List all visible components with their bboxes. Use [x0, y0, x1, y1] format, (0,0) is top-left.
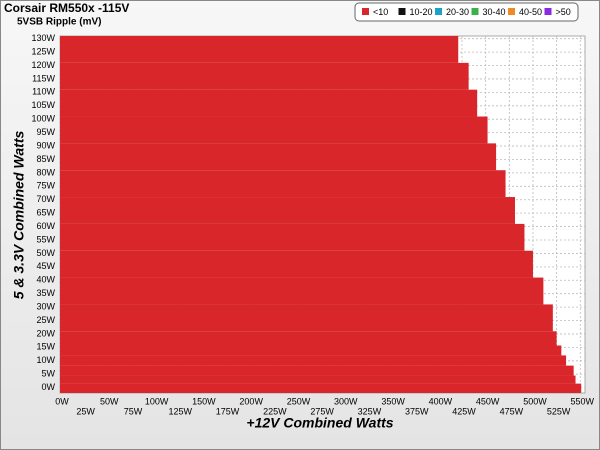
y-tick-label: 50W [36, 248, 55, 258]
y-tick-label: 80W [36, 167, 55, 177]
ripple-region [60, 331, 557, 346]
x-tick-label: 200W [239, 396, 263, 406]
ripple-region [60, 383, 582, 393]
x-tick-label: 400W [429, 396, 453, 406]
x-tick-label: 150W [192, 396, 216, 406]
ripple-region [60, 277, 544, 305]
x-axis-label: +12V Combined Watts [246, 415, 393, 431]
legend-swatch [508, 8, 515, 15]
y-tick-label: 0W [42, 382, 56, 392]
y-tick-label: 60W [36, 221, 55, 231]
ripple-region [60, 89, 478, 117]
x-tick-label: 450W [476, 396, 500, 406]
y-tick-label: 20W [36, 328, 55, 338]
x-tick-label: 275W [310, 406, 334, 416]
x-tick-label: 225W [263, 406, 287, 416]
ripple-region [60, 62, 469, 90]
ripple-region [60, 250, 533, 278]
y-tick-label: 10W [36, 355, 55, 365]
y-tick-label: 75W [36, 181, 55, 191]
legend-swatch [362, 8, 369, 15]
legend-label: >50 [556, 7, 571, 17]
y-tick-label: 35W [36, 288, 55, 298]
x-tick-label: 375W [405, 406, 429, 416]
x-tick-label: 500W [523, 396, 547, 406]
legend-label: 40-50 [519, 7, 542, 17]
y-tick-label: 30W [36, 301, 55, 311]
x-tick-label: 125W [168, 406, 192, 416]
y-tick-label: 5W [42, 369, 56, 379]
y-tick-label: 65W [36, 208, 55, 218]
x-tick-label: 300W [334, 396, 358, 406]
y-tick-label: 45W [36, 261, 55, 271]
legend-box [354, 2, 579, 22]
y-tick-label: 100W [31, 114, 55, 124]
legend-label: <10 [373, 7, 388, 17]
ripple-region [60, 304, 553, 332]
legend-label: 30-40 [483, 7, 506, 17]
ripple-region [60, 223, 525, 251]
y-tick-label: 15W [36, 342, 55, 352]
ripple-region [60, 355, 567, 366]
x-tick-label: 25W [76, 406, 95, 416]
ripple-region [60, 197, 515, 224]
y-tick-label: 55W [36, 234, 55, 244]
x-tick-label: 0W [55, 396, 69, 406]
x-tick-label: 425W [452, 406, 476, 416]
y-tick-label: 70W [36, 194, 55, 204]
ripple-region [60, 170, 506, 198]
ripple-region [60, 365, 574, 376]
y-tick-label: 40W [36, 275, 55, 285]
y-tick-label: 85W [36, 154, 55, 164]
legend-swatch [544, 8, 552, 15]
x-tick-label: 250W [287, 396, 311, 406]
ripple-region [60, 116, 488, 144]
y-tick-label: 125W [31, 46, 55, 56]
legend-swatch [435, 8, 442, 15]
y-tick-label: 90W [36, 140, 55, 150]
legend-label: 10-20 [410, 7, 433, 17]
x-tick-label: 175W [216, 406, 240, 416]
y-tick-label: 130W [31, 33, 55, 43]
y-tick-label: 95W [36, 127, 55, 137]
chart-title: Corsair RM550x -115V [4, 1, 129, 15]
y-tick-label: 105W [31, 100, 55, 110]
chart-subtitle: 5VSB Ripple (mV) [17, 17, 101, 28]
ripple-region [60, 345, 562, 356]
x-tick-label: 100W [145, 396, 169, 406]
x-tick-label: 325W [358, 406, 382, 416]
x-tick-label: 75W [124, 406, 143, 416]
legend-swatch [471, 8, 479, 15]
y-tick-label: 110W [32, 87, 55, 97]
y-tick-label: 115W [32, 73, 55, 83]
y-tick-label: 25W [36, 315, 55, 325]
y-axis-label: 5 & 3.3V Combined Watts [11, 131, 27, 300]
x-tick-label: 50W [100, 396, 119, 406]
legend-swatch [398, 8, 406, 15]
legend-label: 20-30 [446, 7, 469, 17]
y-tick-label: 120W [31, 60, 55, 70]
ripple-region [60, 36, 459, 63]
x-tick-label: 525W [547, 406, 571, 416]
x-tick-label: 550W [571, 396, 595, 406]
ripple-region [60, 143, 497, 171]
x-tick-label: 350W [381, 396, 405, 406]
ripple-region [60, 375, 576, 384]
x-tick-label: 475W [500, 406, 524, 416]
